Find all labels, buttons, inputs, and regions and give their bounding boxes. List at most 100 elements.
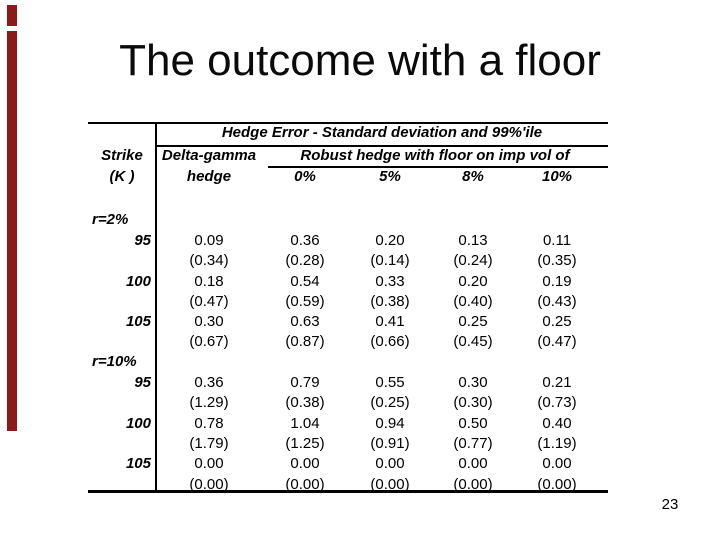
ci-cell: (0.43): [537, 292, 577, 310]
value-cell: 0.18: [194, 272, 224, 290]
value-cell: 0.00: [290, 455, 320, 473]
hedge-error-table: Hedge Error - Standard deviation and 99%…: [88, 122, 608, 494]
value-cell: 0.13: [458, 231, 488, 249]
floor-group-rule: [268, 166, 608, 168]
ci-cell: (0.00): [285, 475, 325, 493]
ci-cell: (0.35): [537, 252, 577, 270]
accent-bar-top: [7, 5, 17, 26]
table-row: 100 0.18 0.54 0.33 0.20 0.19: [88, 271, 608, 291]
ci-cell: (0.47): [537, 333, 577, 351]
value-cell: 0.09: [194, 231, 224, 249]
ci-cell: (0.00): [453, 475, 493, 493]
ci-cell: (0.14): [370, 252, 410, 270]
strike-header-sub: (K ): [109, 168, 135, 185]
table-header-rule: [155, 145, 608, 147]
ci-cell: (1.79): [189, 434, 229, 452]
strike-cell: 95: [134, 231, 151, 249]
value-cell: 0.19: [542, 272, 572, 290]
value-cell: 0.21: [542, 374, 572, 392]
ci-cell: (1.19): [537, 434, 577, 452]
strike-cell: 100: [125, 414, 151, 432]
floor-level-header-0: 0%: [294, 168, 316, 185]
strike-cell: 105: [125, 455, 151, 473]
value-cell: 0.36: [290, 231, 320, 249]
strike-cell: 100: [125, 272, 151, 290]
section-label: r=10%: [92, 353, 137, 371]
table-row-ci: (0.67) (0.87) (0.66) (0.45) (0.47): [88, 332, 608, 352]
ci-cell: (0.38): [370, 292, 410, 310]
value-cell: 0.33: [375, 272, 405, 290]
ci-cell: (0.25): [370, 394, 410, 412]
value-cell: 0.50: [458, 414, 488, 432]
ci-cell: (0.00): [537, 475, 577, 493]
value-cell: 0.00: [375, 455, 405, 473]
value-cell: 0.11: [542, 231, 572, 249]
ci-cell: (0.34): [189, 252, 229, 270]
ci-cell: (1.29): [189, 394, 229, 412]
value-cell: 0.30: [458, 374, 488, 392]
ci-cell: (0.66): [370, 333, 410, 351]
delta-gamma-header: Delta-gamma: [161, 147, 257, 164]
table-row: 105 0.30 0.63 0.41 0.25 0.25: [88, 311, 608, 331]
value-cell: 0.55: [375, 374, 405, 392]
section-label: r=2%: [92, 211, 129, 228]
ci-cell: (0.00): [189, 475, 229, 493]
ci-cell: (0.73): [537, 394, 577, 412]
value-cell: 0.63: [290, 313, 320, 331]
strike-header: Strike: [101, 147, 143, 164]
ci-cell: (0.67): [189, 333, 229, 351]
value-cell: 0.54: [290, 272, 320, 290]
delta-gamma-header-sub: hedge: [186, 168, 232, 185]
table-spanning-header: Hedge Error - Standard deviation and 99%…: [221, 124, 543, 141]
accent-bar-left: [7, 31, 17, 431]
ci-cell: (0.59): [285, 292, 325, 310]
value-cell: 0.00: [458, 455, 488, 473]
table-row: 100 0.78 1.04 0.94 0.50 0.40: [88, 413, 608, 433]
table-body: r=2% 95 0.09 0.36 0.20 0.13 0.11 (0.34) …: [88, 210, 608, 494]
value-cell: 0.20: [458, 272, 488, 290]
strike-column-rule: [155, 122, 157, 492]
value-cell: 0.30: [194, 313, 224, 331]
table-row-ci: (1.79) (1.25) (0.91) (0.77) (1.19): [88, 433, 608, 453]
value-cell: 0.20: [375, 231, 405, 249]
table-row: 95 0.36 0.79 0.55 0.30 0.21: [88, 372, 608, 392]
ci-cell: (0.47): [189, 292, 229, 310]
floor-level-header-2: 8%: [462, 168, 484, 185]
floor-level-header-1: 5%: [379, 168, 401, 185]
ci-cell: (0.30): [453, 394, 493, 412]
value-cell: 1.04: [290, 414, 320, 432]
value-cell: 0.78: [194, 414, 224, 432]
value-cell: 0.41: [375, 313, 405, 331]
table-row-ci: (0.34) (0.28) (0.14) (0.24) (0.35): [88, 251, 608, 271]
table-row-ci: (0.00) (0.00) (0.00) (0.00) (0.00): [88, 474, 608, 494]
value-cell: 0.25: [542, 313, 572, 331]
ci-cell: (0.45): [453, 333, 493, 351]
strike-cell: 95: [134, 374, 151, 392]
ci-cell: (0.00): [370, 475, 410, 493]
table-row-ci: (1.29) (0.38) (0.25) (0.30) (0.73): [88, 393, 608, 413]
table-bottom-rule: [88, 490, 608, 493]
ci-cell: (0.40): [453, 292, 493, 310]
slide-title: The outcome with a floor: [119, 36, 601, 85]
page-number: 23: [661, 496, 679, 513]
table-header-row-2: Strike Delta-gamma Robust hedge with flo…: [88, 147, 608, 164]
table-top-rule: [88, 122, 608, 124]
value-cell: 0.79: [290, 374, 320, 392]
ci-cell: (0.28): [285, 252, 325, 270]
table-row: 105 0.00 0.00 0.00 0.00 0.00: [88, 454, 608, 474]
strike-cell: 105: [125, 313, 151, 331]
value-cell: 0.25: [458, 313, 488, 331]
ci-cell: (1.25): [285, 434, 325, 452]
value-cell: 0.36: [194, 374, 224, 392]
floor-group-header: Robust hedge with floor on imp vol of: [300, 147, 570, 164]
ci-cell: (0.77): [453, 434, 493, 452]
table-header-row-3: (K ) hedge 0% 5% 8% 10%: [88, 168, 608, 185]
floor-level-header-3: 10%: [541, 168, 573, 185]
value-cell: 0.40: [542, 414, 572, 432]
ci-cell: (0.24): [453, 252, 493, 270]
ci-cell: (0.38): [285, 394, 325, 412]
value-cell: 0.00: [542, 455, 572, 473]
ci-cell: (0.87): [285, 333, 325, 351]
value-cell: 0.00: [194, 455, 224, 473]
value-cell: 0.94: [375, 414, 405, 432]
